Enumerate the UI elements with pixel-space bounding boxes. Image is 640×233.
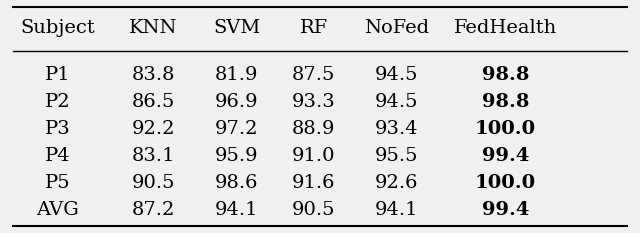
Text: P2: P2 bbox=[45, 93, 70, 111]
Text: 93.4: 93.4 bbox=[375, 120, 419, 138]
Text: NoFed: NoFed bbox=[364, 19, 429, 37]
Text: 91.0: 91.0 bbox=[292, 147, 335, 165]
Text: 91.6: 91.6 bbox=[292, 174, 335, 192]
Text: 98.6: 98.6 bbox=[215, 174, 259, 192]
Text: 100.0: 100.0 bbox=[475, 120, 536, 138]
Text: 99.4: 99.4 bbox=[482, 147, 529, 165]
Text: FedHealth: FedHealth bbox=[454, 19, 557, 37]
Text: 88.9: 88.9 bbox=[292, 120, 335, 138]
Text: 96.9: 96.9 bbox=[215, 93, 259, 111]
Text: 90.5: 90.5 bbox=[132, 174, 175, 192]
Text: 98.8: 98.8 bbox=[482, 65, 529, 84]
Text: 95.9: 95.9 bbox=[215, 147, 259, 165]
Text: 94.1: 94.1 bbox=[215, 201, 259, 219]
Text: 94.1: 94.1 bbox=[375, 201, 419, 219]
Text: KNN: KNN bbox=[129, 19, 178, 37]
Text: 90.5: 90.5 bbox=[292, 201, 335, 219]
Text: 92.2: 92.2 bbox=[132, 120, 175, 138]
Text: P5: P5 bbox=[45, 174, 70, 192]
Text: RF: RF bbox=[300, 19, 328, 37]
Text: 87.2: 87.2 bbox=[132, 201, 175, 219]
Text: P4: P4 bbox=[45, 147, 70, 165]
Text: 95.5: 95.5 bbox=[375, 147, 419, 165]
Text: SVM: SVM bbox=[213, 19, 260, 37]
Text: P1: P1 bbox=[45, 65, 70, 84]
Text: 100.0: 100.0 bbox=[475, 174, 536, 192]
Text: 81.9: 81.9 bbox=[215, 65, 259, 84]
Text: P3: P3 bbox=[45, 120, 70, 138]
Text: 94.5: 94.5 bbox=[375, 65, 419, 84]
Text: AVG: AVG bbox=[36, 201, 79, 219]
Text: 83.8: 83.8 bbox=[132, 65, 175, 84]
Text: 97.2: 97.2 bbox=[215, 120, 259, 138]
Text: 98.8: 98.8 bbox=[482, 93, 529, 111]
Text: 87.5: 87.5 bbox=[292, 65, 335, 84]
Text: 86.5: 86.5 bbox=[132, 93, 175, 111]
Text: 99.4: 99.4 bbox=[482, 201, 529, 219]
Text: 94.5: 94.5 bbox=[375, 93, 419, 111]
Text: 92.6: 92.6 bbox=[375, 174, 419, 192]
Text: 93.3: 93.3 bbox=[292, 93, 335, 111]
Text: Subject: Subject bbox=[20, 19, 95, 37]
Text: 83.1: 83.1 bbox=[132, 147, 175, 165]
